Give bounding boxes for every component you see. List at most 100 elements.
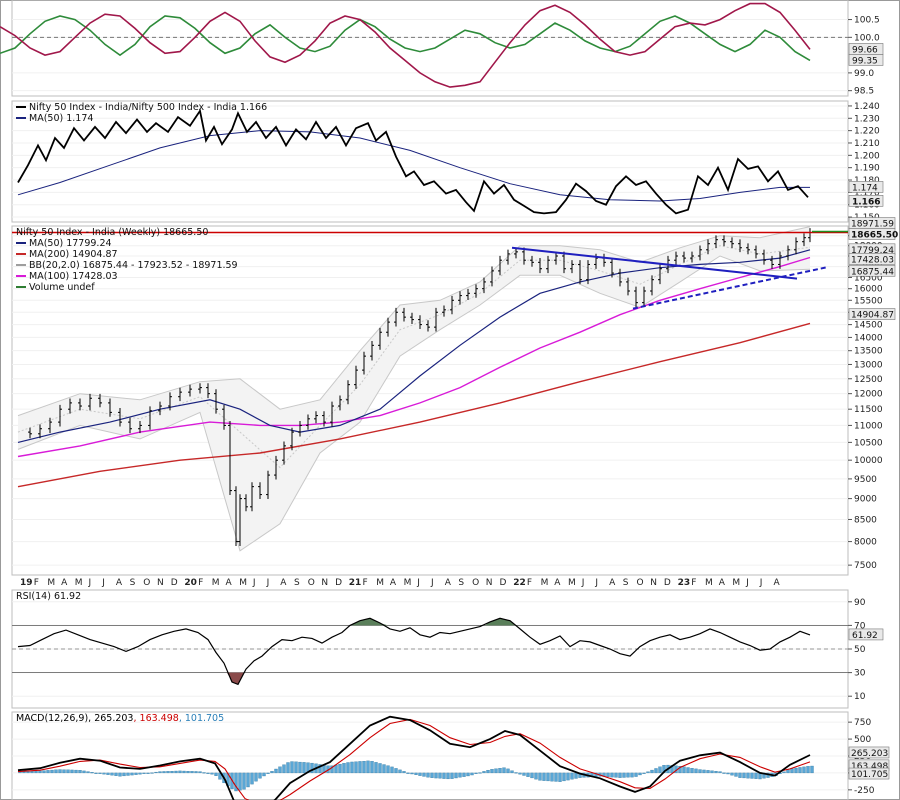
macd-histogram-bar <box>618 772 622 778</box>
macd-histogram-bar <box>318 764 322 774</box>
value-tag-label: 17799.24 <box>851 246 894 256</box>
macd-histogram-bar <box>678 766 682 774</box>
macd-histogram-bar <box>286 762 290 774</box>
x-tick-label: O <box>472 578 479 588</box>
y-tick-label: 98.5 <box>854 87 874 97</box>
x-tick-label: D <box>500 578 507 588</box>
y-tick-label: 12500 <box>854 375 883 385</box>
x-tick-label: J <box>581 578 585 588</box>
macd-histogram-bar <box>386 765 390 774</box>
y-tick-label: 9000 <box>854 495 877 505</box>
x-tick-label: A <box>116 578 123 588</box>
x-tick-label: 22 <box>513 578 526 588</box>
macd-histogram-bar <box>566 772 570 781</box>
macd-histogram-bar <box>786 769 790 774</box>
value-tag-label: 99.35 <box>852 56 878 66</box>
y-tick-label: 1.220 <box>854 127 880 137</box>
x-tick-label: 23 <box>678 578 691 588</box>
macd-histogram-bar <box>478 772 482 774</box>
macd-histogram-bar <box>142 772 146 774</box>
macd-histogram-bar <box>642 772 646 774</box>
x-tick-label: N <box>321 578 328 588</box>
oscillator-line-1 <box>0 2 811 88</box>
macd-histogram-bar <box>294 761 298 774</box>
x-tick-label: M <box>376 578 384 588</box>
x-tick-label: 20 <box>184 578 197 588</box>
x-tick-label: J <box>88 578 92 588</box>
macd-histogram-bar <box>138 772 142 775</box>
y-tick-label: 1.240 <box>854 102 880 112</box>
macd-histogram-bar <box>530 772 534 779</box>
macd-histogram-bar <box>534 772 538 780</box>
macd-histogram-bar <box>310 762 314 774</box>
panel-frame <box>11 225 849 576</box>
ma50-line <box>17 249 811 443</box>
macd-histogram-bar <box>302 762 306 774</box>
x-tick-label: J <box>101 578 105 588</box>
macd-histogram-bar <box>182 770 186 774</box>
macd-histogram-bar <box>254 772 258 782</box>
legend-label: Nifty 50 Index - India/Nifty 500 Index -… <box>29 102 267 113</box>
x-tick-label: J <box>430 578 434 588</box>
macd-histogram-bar <box>86 771 90 774</box>
macd-histogram-bar <box>162 771 166 774</box>
value-tag-label: 17428.03 <box>851 256 894 266</box>
macd-histogram-bar <box>730 772 734 776</box>
bollinger-line <box>17 245 811 469</box>
macd-histogram-bar <box>50 769 54 774</box>
legend-label: MA(50) 17799.24 <box>29 238 112 249</box>
x-tick-label: A <box>609 578 616 588</box>
macd-legend-part: , 163.498 <box>133 713 178 724</box>
panel-price: 1850018000175001700016500160001550015000… <box>11 217 898 588</box>
macd-histogram-bar <box>246 772 250 788</box>
macd-histogram-bar <box>282 764 286 774</box>
macd-histogram-bar <box>430 772 434 778</box>
value-tag-label: 61.92 <box>852 631 878 641</box>
value-tag <box>848 228 896 240</box>
y-tick-label: 13000 <box>854 360 883 370</box>
macd-histogram-bar <box>742 772 746 779</box>
macd-histogram-bar <box>78 770 82 774</box>
legend-label: MA(50) 1.174 <box>29 113 93 124</box>
macd-histogram-bar <box>262 772 266 777</box>
value-tag-label: 1.166 <box>852 197 880 207</box>
macd-histogram-bar <box>90 772 94 774</box>
macd-histogram-bar <box>414 772 418 775</box>
macd-histogram-bar <box>466 772 470 777</box>
x-tick-label: A <box>774 578 781 588</box>
bollinger-line <box>17 226 811 417</box>
macd-histogram-bar <box>378 763 382 774</box>
macd-histogram-bar <box>646 771 650 774</box>
x-tick-label: N <box>486 578 493 588</box>
y-tick-label: 100.5 <box>854 16 880 26</box>
macd-histogram-bar <box>206 772 210 774</box>
macd-histogram-bar <box>658 766 662 774</box>
value-tag <box>848 181 884 193</box>
macd-histogram-bar <box>454 772 458 779</box>
macd-histogram-bar <box>722 772 726 774</box>
macd-histogram-bar <box>522 772 526 776</box>
macd-histogram-bar <box>394 768 398 774</box>
y-tick-label: 7500 <box>854 561 877 571</box>
macd-histogram-bar <box>366 760 370 774</box>
panel-rsi: 90 70 50 30 10 RSI(14) 61.92 61.92 <box>11 589 884 709</box>
x-tick-label: F <box>34 578 39 588</box>
x-tick-label: A <box>226 578 233 588</box>
x-tick-label: M <box>732 578 740 588</box>
macd-histogram-bar <box>698 769 702 774</box>
x-tick-label: A <box>61 578 68 588</box>
y-tick-label: 1.210 <box>854 139 880 149</box>
macd-histogram-bar <box>98 772 102 774</box>
macd-histogram-bar <box>94 772 98 774</box>
macd-histogram-bar <box>370 761 374 774</box>
y-tick-label: 99.0 <box>854 69 874 79</box>
macd-histogram-bar <box>154 771 158 774</box>
y-tick-label: 12000 <box>854 390 883 400</box>
x-tick-label: J <box>416 578 420 588</box>
macd-histogram-bar <box>258 772 262 779</box>
macd-histogram-bar <box>810 765 814 774</box>
legend-label: Volume undef <box>29 282 95 293</box>
y-tick-label: 11500 <box>854 405 883 415</box>
value-tag-label: 101.705 <box>851 770 888 780</box>
macd-legend-part: , 101.705 <box>179 713 224 724</box>
